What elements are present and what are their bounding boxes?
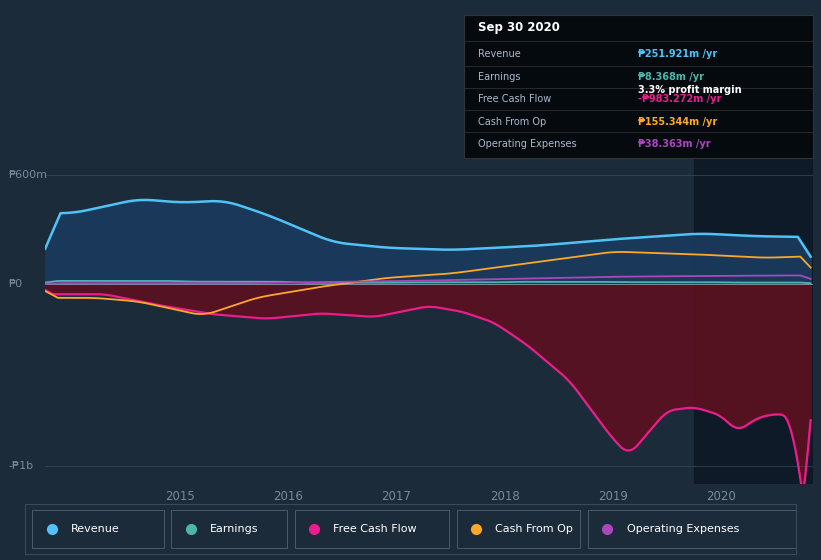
Text: 3.3% profit margin: 3.3% profit margin: [639, 85, 742, 95]
Text: ₱600m: ₱600m: [8, 170, 48, 180]
Bar: [694, 157, 813, 484]
Text: Earnings: Earnings: [478, 72, 521, 82]
Text: Cash From Op: Cash From Op: [478, 116, 546, 127]
Text: Revenue: Revenue: [71, 524, 120, 534]
Text: ₱8.368m /yr: ₱8.368m /yr: [639, 72, 704, 82]
Text: Cash From Op: Cash From Op: [495, 524, 573, 534]
Text: Free Cash Flow: Free Cash Flow: [333, 524, 417, 534]
Text: -₱1b: -₱1b: [8, 461, 34, 471]
Text: ₱155.344m /yr: ₱155.344m /yr: [639, 116, 718, 127]
Text: ₱0: ₱0: [8, 279, 22, 289]
Text: Operating Expenses: Operating Expenses: [478, 139, 576, 148]
Text: Sep 30 2020: Sep 30 2020: [478, 21, 560, 35]
Text: Free Cash Flow: Free Cash Flow: [478, 95, 551, 104]
Text: Revenue: Revenue: [478, 49, 521, 59]
Text: Earnings: Earnings: [210, 524, 259, 534]
Text: -₱983.272m /yr: -₱983.272m /yr: [639, 95, 722, 104]
Text: Operating Expenses: Operating Expenses: [626, 524, 739, 534]
Text: ₱251.921m /yr: ₱251.921m /yr: [639, 49, 718, 59]
Text: ₱38.363m /yr: ₱38.363m /yr: [639, 139, 711, 148]
